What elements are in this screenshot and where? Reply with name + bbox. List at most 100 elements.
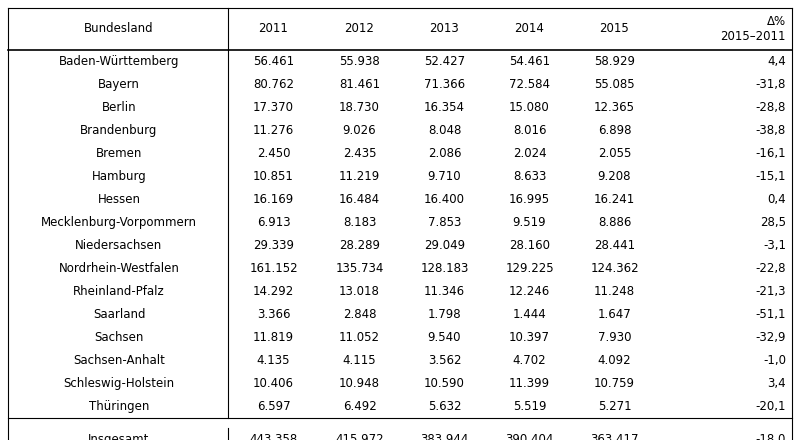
Text: 2011: 2011 <box>258 22 289 36</box>
Text: 11.248: 11.248 <box>594 285 635 298</box>
Text: 415.972: 415.972 <box>335 433 384 440</box>
Text: 1.444: 1.444 <box>513 308 546 321</box>
Text: 443.358: 443.358 <box>250 433 298 440</box>
Text: 52.427: 52.427 <box>424 55 465 68</box>
Text: -20,1: -20,1 <box>755 400 786 413</box>
Text: 2.435: 2.435 <box>342 147 376 160</box>
Text: 2012: 2012 <box>345 22 374 36</box>
Text: 5.519: 5.519 <box>513 400 546 413</box>
Text: 11.219: 11.219 <box>339 170 380 183</box>
Text: Saarland: Saarland <box>93 308 146 321</box>
Text: 12.365: 12.365 <box>594 101 635 114</box>
Text: 4.092: 4.092 <box>598 354 631 367</box>
Text: Niedersachsen: Niedersachsen <box>75 239 162 252</box>
Text: 11.276: 11.276 <box>253 124 294 137</box>
Text: 2014: 2014 <box>514 22 545 36</box>
Text: 16.995: 16.995 <box>509 193 550 206</box>
Text: 2.086: 2.086 <box>428 147 462 160</box>
Text: 8.048: 8.048 <box>428 124 461 137</box>
Text: 9.026: 9.026 <box>342 124 376 137</box>
Text: 8.183: 8.183 <box>343 216 376 229</box>
Text: Bayern: Bayern <box>98 78 140 91</box>
Text: 16.354: 16.354 <box>424 101 465 114</box>
Text: Mecklenburg-Vorpommern: Mecklenburg-Vorpommern <box>41 216 197 229</box>
Text: Schleswig-Holstein: Schleswig-Holstein <box>63 377 174 390</box>
Text: 9.208: 9.208 <box>598 170 631 183</box>
Text: Thüringen: Thüringen <box>89 400 149 413</box>
Text: 58.929: 58.929 <box>594 55 635 68</box>
Text: -51,1: -51,1 <box>755 308 786 321</box>
Text: 10.759: 10.759 <box>594 377 635 390</box>
Text: 72.584: 72.584 <box>509 78 550 91</box>
Text: 11.052: 11.052 <box>339 331 380 344</box>
Text: -31,8: -31,8 <box>756 78 786 91</box>
Text: 390.404: 390.404 <box>506 433 554 440</box>
Text: Hessen: Hessen <box>98 193 141 206</box>
Text: 8.016: 8.016 <box>513 124 546 137</box>
Text: 2.450: 2.450 <box>257 147 290 160</box>
Text: 363.417: 363.417 <box>590 433 638 440</box>
Text: 161.152: 161.152 <box>249 262 298 275</box>
Text: -32,9: -32,9 <box>755 331 786 344</box>
Text: 1.798: 1.798 <box>428 308 462 321</box>
Text: 80.762: 80.762 <box>253 78 294 91</box>
Text: 9.540: 9.540 <box>428 331 462 344</box>
Text: 71.366: 71.366 <box>424 78 465 91</box>
Text: 13.018: 13.018 <box>339 285 380 298</box>
Text: 5.271: 5.271 <box>598 400 631 413</box>
Text: Berlin: Berlin <box>102 101 136 114</box>
Text: 4.702: 4.702 <box>513 354 546 367</box>
Text: 6.597: 6.597 <box>257 400 290 413</box>
Text: 11.819: 11.819 <box>253 331 294 344</box>
Text: 9.519: 9.519 <box>513 216 546 229</box>
Text: 12.246: 12.246 <box>509 285 550 298</box>
Text: 16.169: 16.169 <box>253 193 294 206</box>
Text: -28,8: -28,8 <box>756 101 786 114</box>
Text: 0,4: 0,4 <box>767 193 786 206</box>
Text: 17.370: 17.370 <box>253 101 294 114</box>
Text: 7.930: 7.930 <box>598 331 631 344</box>
Text: 10.948: 10.948 <box>339 377 380 390</box>
Text: 8.886: 8.886 <box>598 216 631 229</box>
Text: 11.346: 11.346 <box>424 285 465 298</box>
Text: -18,0: -18,0 <box>756 433 786 440</box>
Text: 8.633: 8.633 <box>513 170 546 183</box>
Text: -1,0: -1,0 <box>763 354 786 367</box>
Text: Sachsen-Anhalt: Sachsen-Anhalt <box>73 354 165 367</box>
Text: 3,4: 3,4 <box>767 377 786 390</box>
Text: 16.400: 16.400 <box>424 193 465 206</box>
Text: 28,5: 28,5 <box>760 216 786 229</box>
Text: 4.135: 4.135 <box>257 354 290 367</box>
Text: 1.647: 1.647 <box>598 308 631 321</box>
Text: 4,4: 4,4 <box>767 55 786 68</box>
Text: 5.632: 5.632 <box>428 400 462 413</box>
Text: 28.289: 28.289 <box>339 239 380 252</box>
Text: 2.024: 2.024 <box>513 147 546 160</box>
Text: Bremen: Bremen <box>96 147 142 160</box>
Text: 9.710: 9.710 <box>428 170 462 183</box>
Text: 10.406: 10.406 <box>253 377 294 390</box>
Text: 7.853: 7.853 <box>428 216 461 229</box>
Text: 28.441: 28.441 <box>594 239 635 252</box>
Text: 6.913: 6.913 <box>257 216 290 229</box>
Text: 3.562: 3.562 <box>428 354 462 367</box>
Text: Sachsen: Sachsen <box>94 331 144 344</box>
Text: 2.848: 2.848 <box>342 308 376 321</box>
Text: 10.590: 10.590 <box>424 377 465 390</box>
Text: -15,1: -15,1 <box>755 170 786 183</box>
Text: Rheinland-Pfalz: Rheinland-Pfalz <box>73 285 165 298</box>
Text: 29.049: 29.049 <box>424 239 465 252</box>
Text: 129.225: 129.225 <box>505 262 554 275</box>
Text: 55.085: 55.085 <box>594 78 635 91</box>
Text: 135.734: 135.734 <box>335 262 384 275</box>
Text: 6.898: 6.898 <box>598 124 631 137</box>
Text: 81.461: 81.461 <box>339 78 380 91</box>
Text: 2.055: 2.055 <box>598 147 631 160</box>
Text: Δ%
2015–2011: Δ% 2015–2011 <box>721 15 786 43</box>
Text: -22,8: -22,8 <box>755 262 786 275</box>
Text: 18.730: 18.730 <box>339 101 380 114</box>
Text: 383.944: 383.944 <box>420 433 469 440</box>
Text: 124.362: 124.362 <box>590 262 639 275</box>
Text: 2015: 2015 <box>600 22 630 36</box>
Text: Baden-Württemberg: Baden-Württemberg <box>58 55 179 68</box>
